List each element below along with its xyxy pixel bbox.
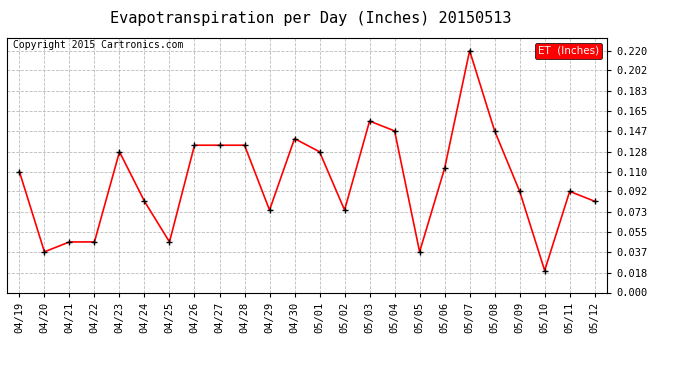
Text: Evapotranspiration per Day (Inches) 20150513: Evapotranspiration per Day (Inches) 2015… — [110, 11, 511, 26]
Legend: ET  (Inches): ET (Inches) — [535, 43, 602, 59]
Text: Copyright 2015 Cartronics.com: Copyright 2015 Cartronics.com — [13, 40, 184, 50]
